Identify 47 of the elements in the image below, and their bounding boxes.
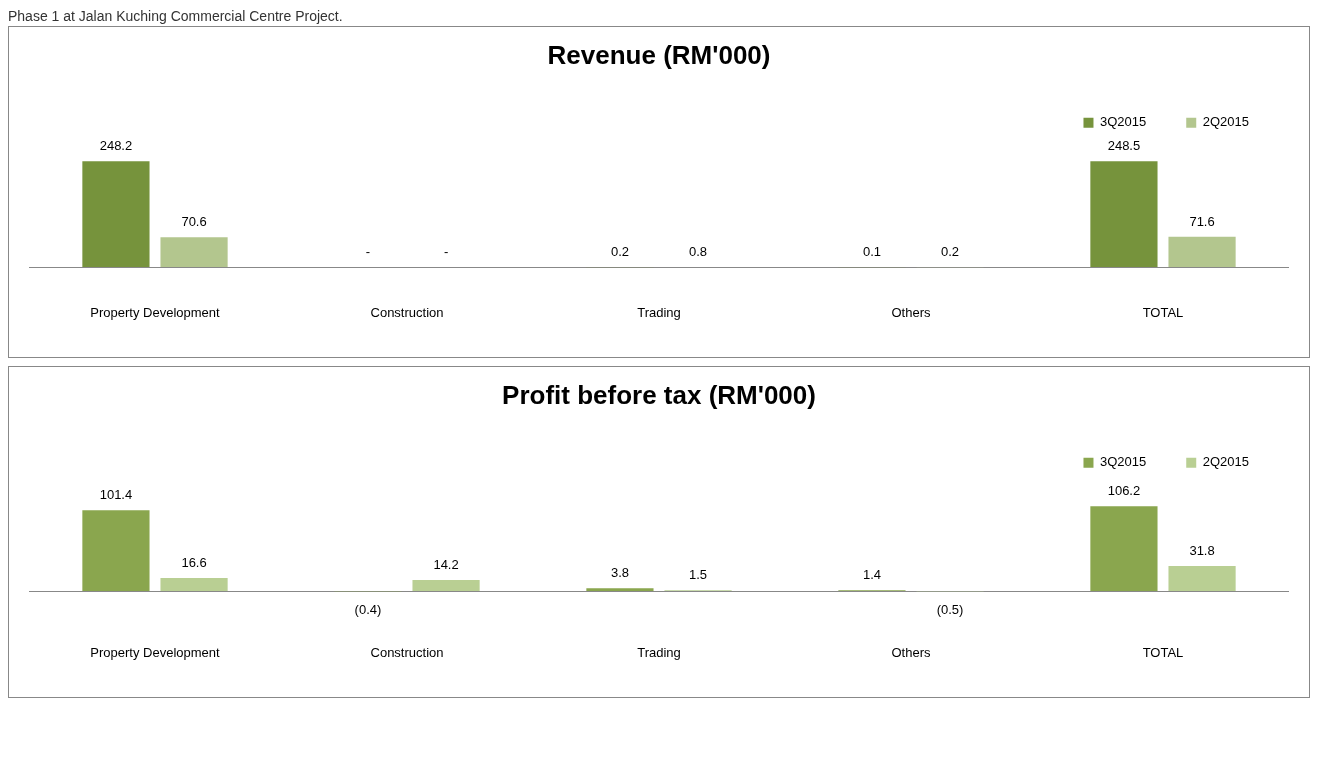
data-label: (0.5) bbox=[936, 601, 964, 617]
text: - bbox=[443, 244, 449, 260]
data-label: 0.2 bbox=[941, 244, 960, 260]
legend-label: 3Q2015 bbox=[1099, 114, 1147, 130]
data-label: 1.5 bbox=[689, 567, 708, 583]
bar bbox=[412, 580, 480, 591]
x-tick-label: Property Development bbox=[90, 644, 221, 660]
x-tick-label: Trading bbox=[637, 304, 681, 320]
data-label: 70.6 bbox=[181, 214, 207, 230]
x-tick-label: Others bbox=[891, 304, 931, 320]
x-tick-label: Construction bbox=[370, 304, 444, 320]
legend-label: 2Q2015 bbox=[1202, 114, 1249, 130]
x-tick-label: TOTAL bbox=[1142, 644, 1184, 660]
data-label: 0.1 bbox=[862, 244, 881, 260]
bar bbox=[160, 578, 228, 591]
data-label: (0.4) bbox=[354, 601, 382, 617]
text: Phase 1 at Jalan Kuching Commercial Centre Project. bbox=[8, 8, 344, 24]
data-label: 0.8 bbox=[689, 244, 708, 260]
data-label: 106.2 bbox=[1107, 483, 1141, 499]
data-label: 16.6 bbox=[181, 555, 207, 571]
data-label: 71.6 bbox=[1189, 213, 1215, 229]
data-label: 31.8 bbox=[1189, 542, 1215, 558]
text: - bbox=[365, 244, 371, 260]
bar bbox=[1090, 161, 1158, 267]
data-label: 0.2 bbox=[610, 244, 629, 260]
bar bbox=[1168, 236, 1236, 267]
x-tick-label: TOTAL bbox=[1142, 304, 1184, 320]
x-tick-label: Trading bbox=[637, 644, 681, 660]
legend-label: 2Q2015 bbox=[1202, 454, 1249, 470]
data-label: 14.2 bbox=[433, 557, 459, 573]
bar bbox=[82, 510, 150, 591]
bar bbox=[82, 161, 150, 267]
data-label: 248.2 bbox=[99, 138, 133, 154]
chart-title: Revenue (RM'000) bbox=[547, 39, 771, 70]
data-label: 3.8 bbox=[610, 565, 629, 581]
x-tick-label: Others bbox=[891, 644, 931, 660]
legend-label: 3Q2015 bbox=[1099, 454, 1147, 470]
bar bbox=[1090, 506, 1158, 591]
bar bbox=[160, 237, 228, 267]
x-tick-label: Construction bbox=[370, 644, 444, 660]
data-label: 1.4 bbox=[862, 567, 881, 583]
bar bbox=[586, 588, 654, 591]
data-label: 248.5 bbox=[1107, 138, 1141, 154]
data-label: 101.4 bbox=[99, 487, 133, 503]
chart-title: Profit before tax (RM'000) bbox=[502, 379, 816, 410]
x-tick-label: Property Development bbox=[90, 304, 221, 320]
bar bbox=[1168, 565, 1236, 591]
